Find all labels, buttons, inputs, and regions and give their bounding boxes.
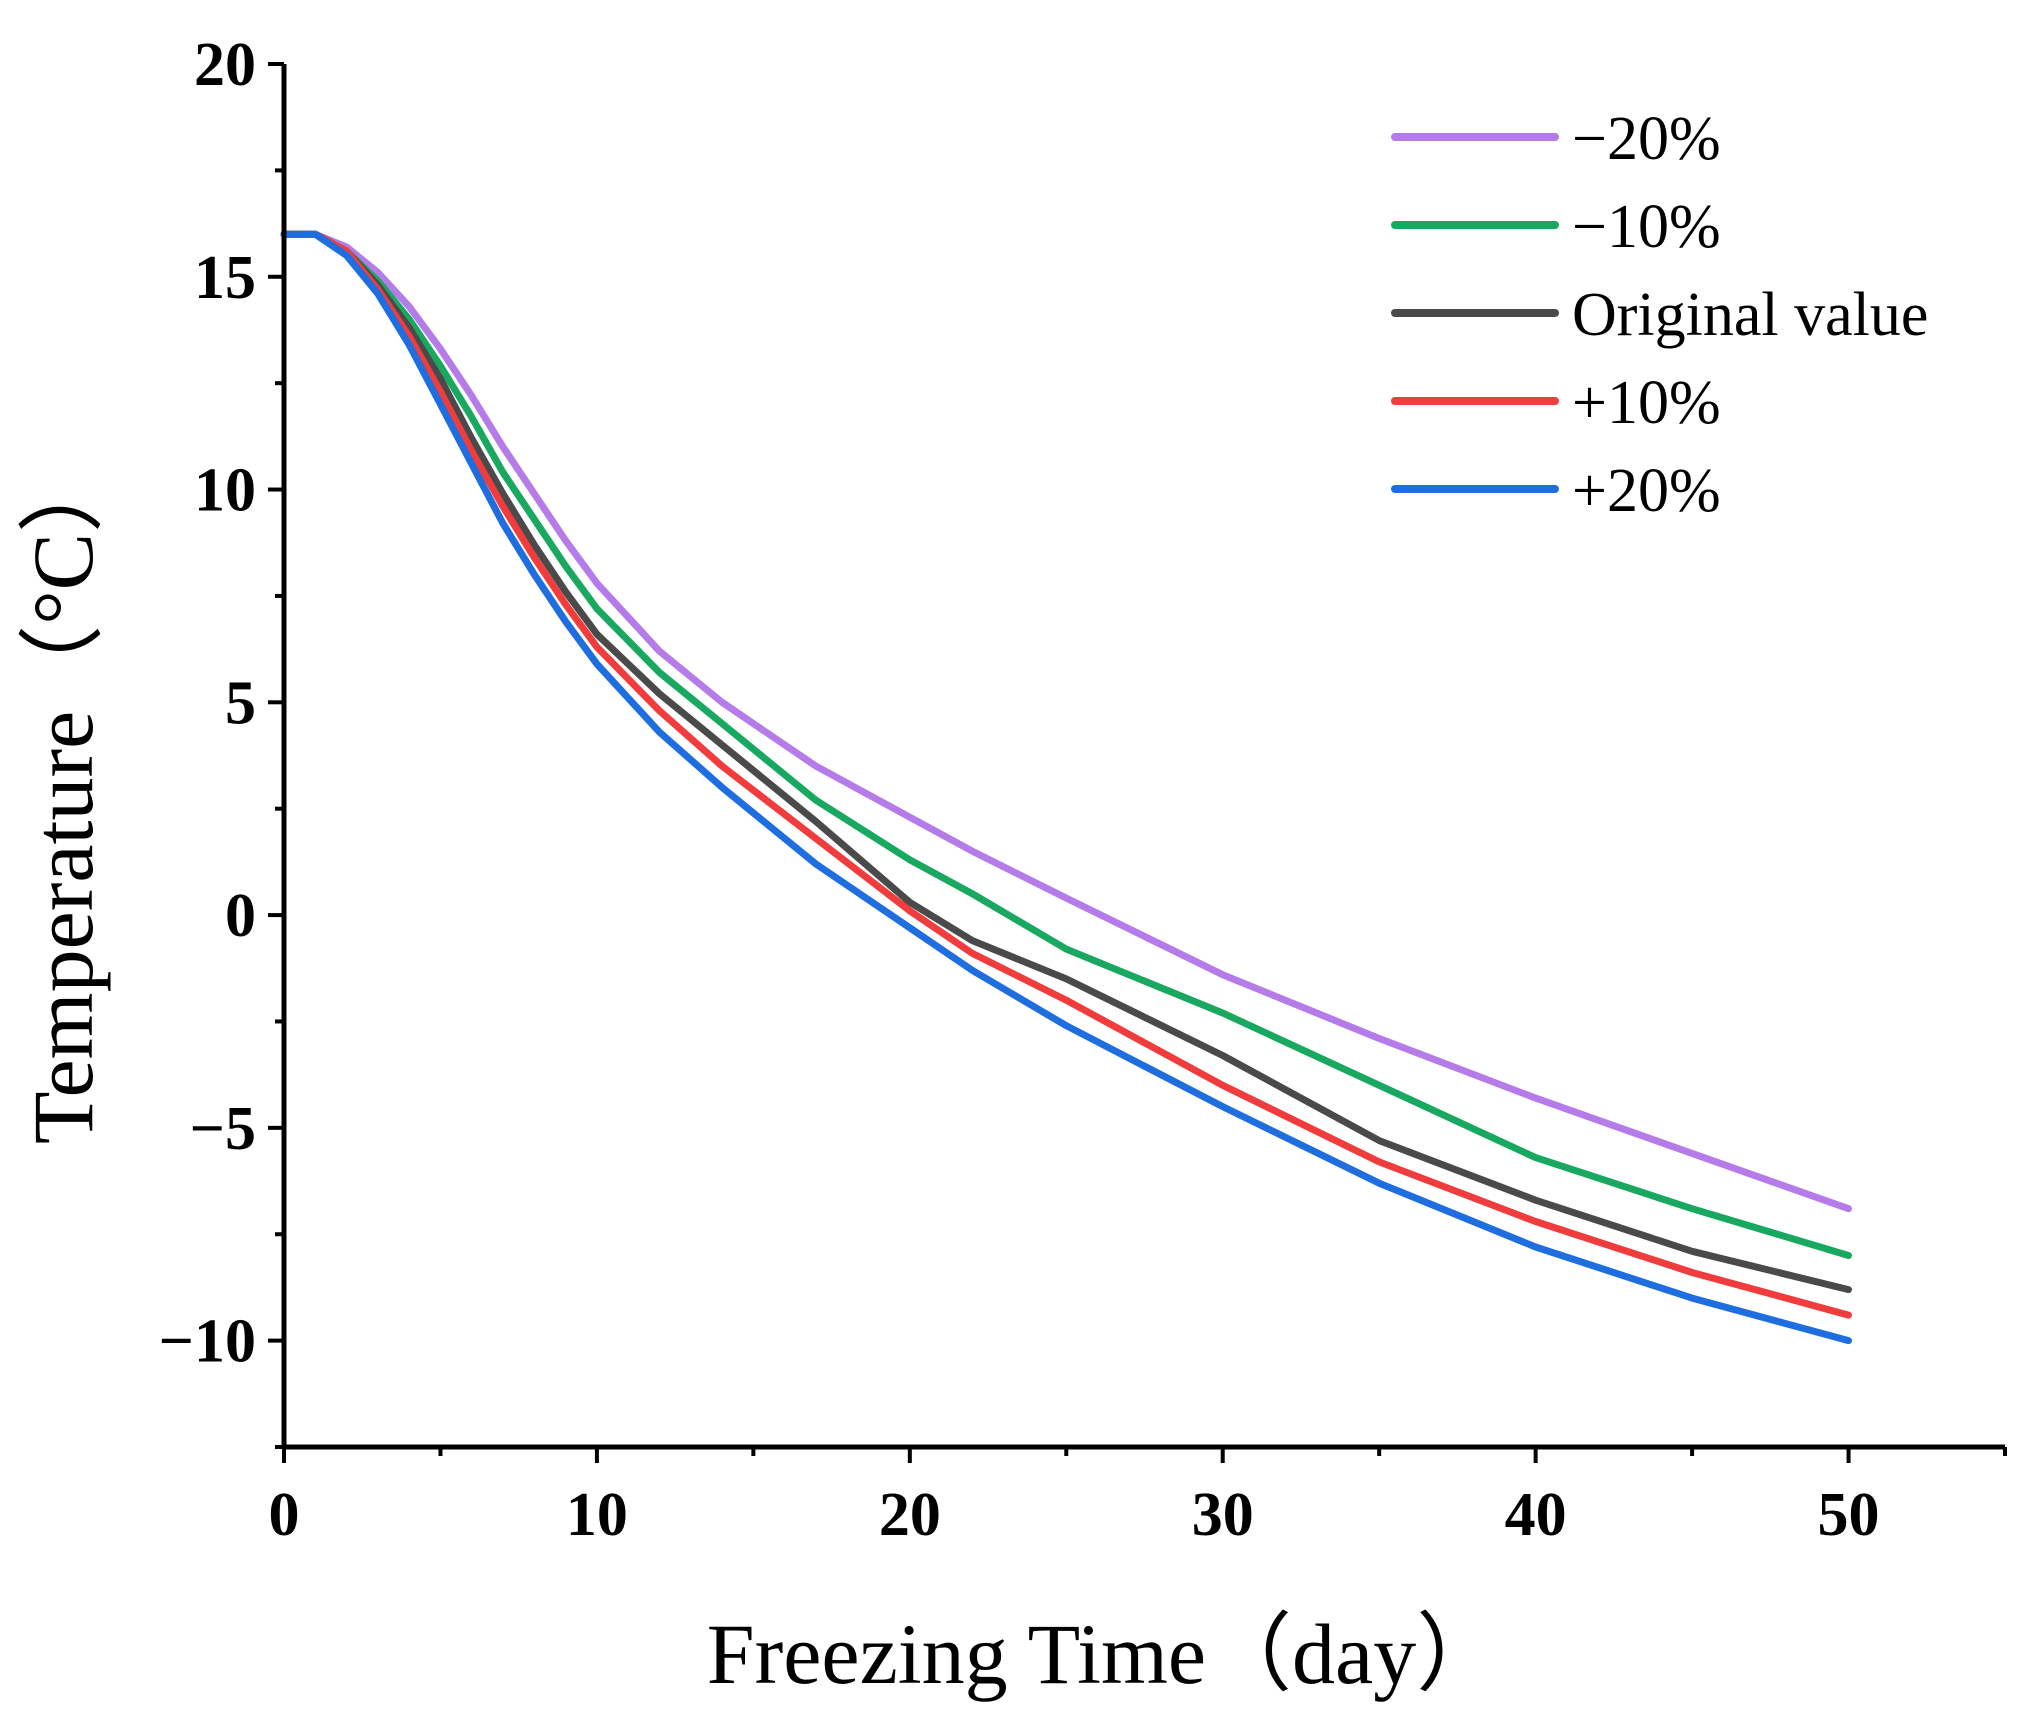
legend-label: −10% (1572, 193, 1721, 261)
x-tick-label: 50 (1818, 1481, 1880, 1549)
legend-label: −20% (1572, 105, 1721, 173)
x-tick-label: 30 (1192, 1481, 1254, 1549)
y-tick-label: −10 (159, 1308, 256, 1376)
legend: −20% −10% Original value +10% +20% (1391, 105, 1928, 525)
axes-layer (281, 64, 2005, 1450)
ticks-layer (268, 62, 2007, 1463)
legend-label: +20% (1572, 457, 1721, 525)
x-tick-label: 20 (879, 1481, 941, 1549)
series-line--20- (280, 230, 1852, 1345)
y-tick-label: 5 (225, 669, 256, 737)
legend-label: Original value (1572, 281, 1928, 349)
y-axis-title: Temperature（°C） (15, 447, 111, 1144)
series-layer (280, 230, 1852, 1345)
series-line-original-value (280, 230, 1852, 1294)
y-tick-label: 10 (194, 457, 256, 525)
y-tick-label: 0 (225, 882, 256, 950)
plot-area: 0 10 20 30 40 50 −10 −5 0 5 10 15 20 (159, 31, 2007, 1549)
y-tick-label: −5 (190, 1095, 256, 1163)
tick-labels-layer: 0 10 20 30 40 50 −10 −5 0 5 10 15 20 (159, 31, 1880, 1549)
x-tick-label: 0 (269, 1481, 300, 1549)
y-tick-label: 20 (194, 31, 256, 99)
x-tick-label: 40 (1505, 1481, 1567, 1549)
legend-label: +10% (1572, 369, 1721, 437)
series-line--10- (280, 230, 1852, 1259)
series-line--20- (280, 230, 1852, 1213)
x-tick-label: 10 (566, 1481, 628, 1549)
y-tick-label: 15 (194, 244, 256, 312)
x-axis-title: Freezing Time（day） (707, 1606, 1502, 1702)
